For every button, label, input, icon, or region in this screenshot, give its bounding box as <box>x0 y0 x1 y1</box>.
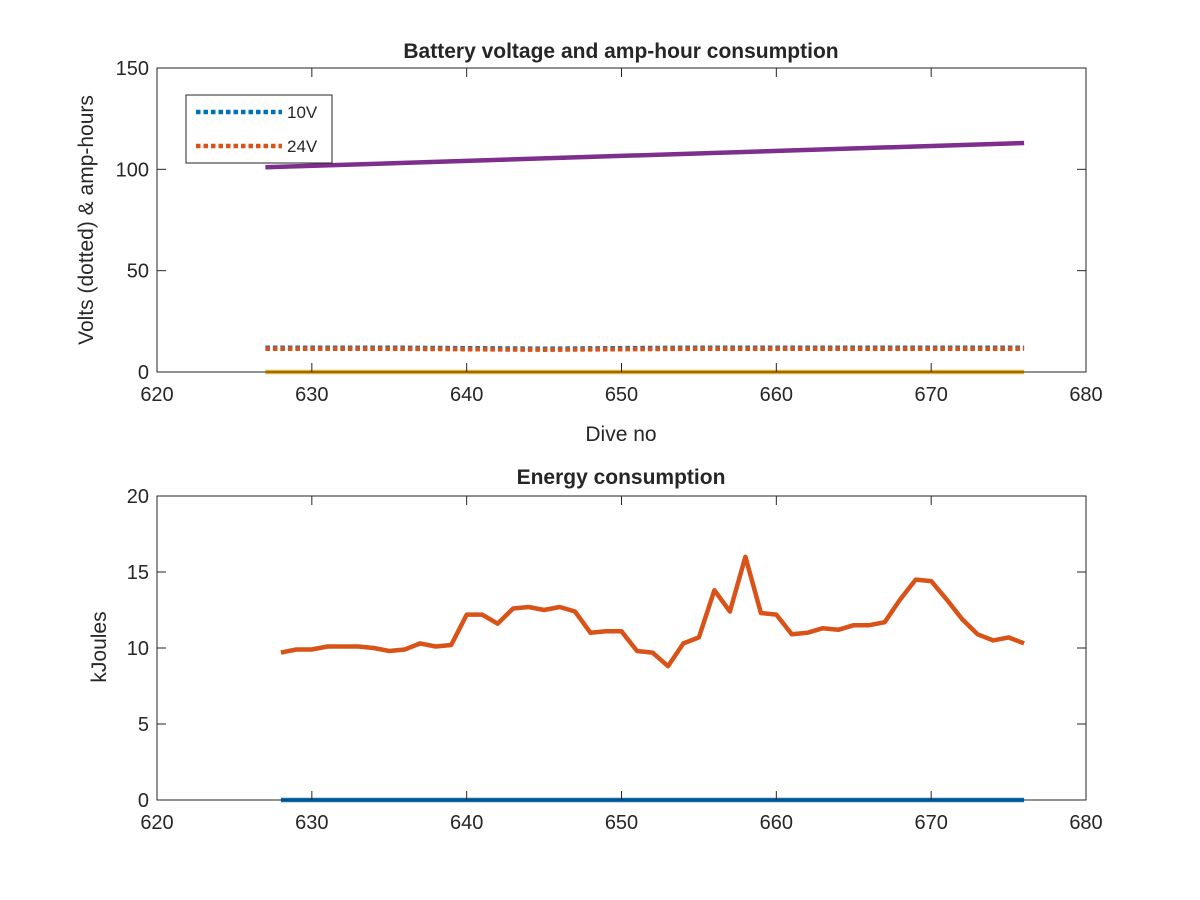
chart-title: Battery voltage and amp-hour consumption <box>403 40 838 63</box>
x-tick-label: 620 <box>140 384 173 406</box>
legend-entry-10v: 10V <box>287 103 318 122</box>
energy-axes: 620 630 640 650 660 670 680 0 5 10 15 20 Energy con… <box>88 466 1103 834</box>
y-axis-label: Volts (dotted) & amp-hours <box>75 95 98 345</box>
x-tick-label: 660 <box>760 812 793 834</box>
y-tick-label: 5 <box>138 714 149 736</box>
chart-title: Energy consumption <box>517 466 726 489</box>
y-tick-label: 10 <box>127 638 149 660</box>
x-tick-label: 660 <box>760 384 793 406</box>
x-tick-label: 670 <box>914 384 947 406</box>
series-line-3 <box>265 140 1025 170</box>
x-tick-label: 680 <box>1069 384 1102 406</box>
y-tick-label: 150 <box>116 58 149 80</box>
x-tick-label: 630 <box>295 812 328 834</box>
legend-box <box>185 94 333 164</box>
x-tick-label: 640 <box>450 384 483 406</box>
x-tick-label: 640 <box>450 812 483 834</box>
x-tick-label: 680 <box>1069 812 1102 834</box>
x-tick-label: 650 <box>605 812 638 834</box>
series-line-1 <box>280 554 1025 669</box>
x-axis-label: Dive no <box>585 423 656 446</box>
y-tick-label: 20 <box>127 486 149 508</box>
x-tick-label: 620 <box>140 812 173 834</box>
voltage-axes: 620 630 640 650 660 670 680 0 50 100 150 Battery v… <box>75 40 1103 446</box>
y-tick-label: 15 <box>127 562 149 584</box>
y-tick-label: 0 <box>138 790 149 812</box>
y-tick-label: 0 <box>138 362 149 384</box>
y-axis-label: kJoules <box>88 611 111 682</box>
y-tick-label: 50 <box>127 261 149 283</box>
x-tick-label: 650 <box>605 384 638 406</box>
legend-entry-24v: 24V <box>287 137 318 156</box>
x-tick-label: 630 <box>295 384 328 406</box>
y-tick-label: 100 <box>116 159 149 181</box>
series-line-24v <box>265 346 1025 352</box>
x-tick-label: 670 <box>914 812 947 834</box>
legend: 10V 24V <box>185 94 333 164</box>
